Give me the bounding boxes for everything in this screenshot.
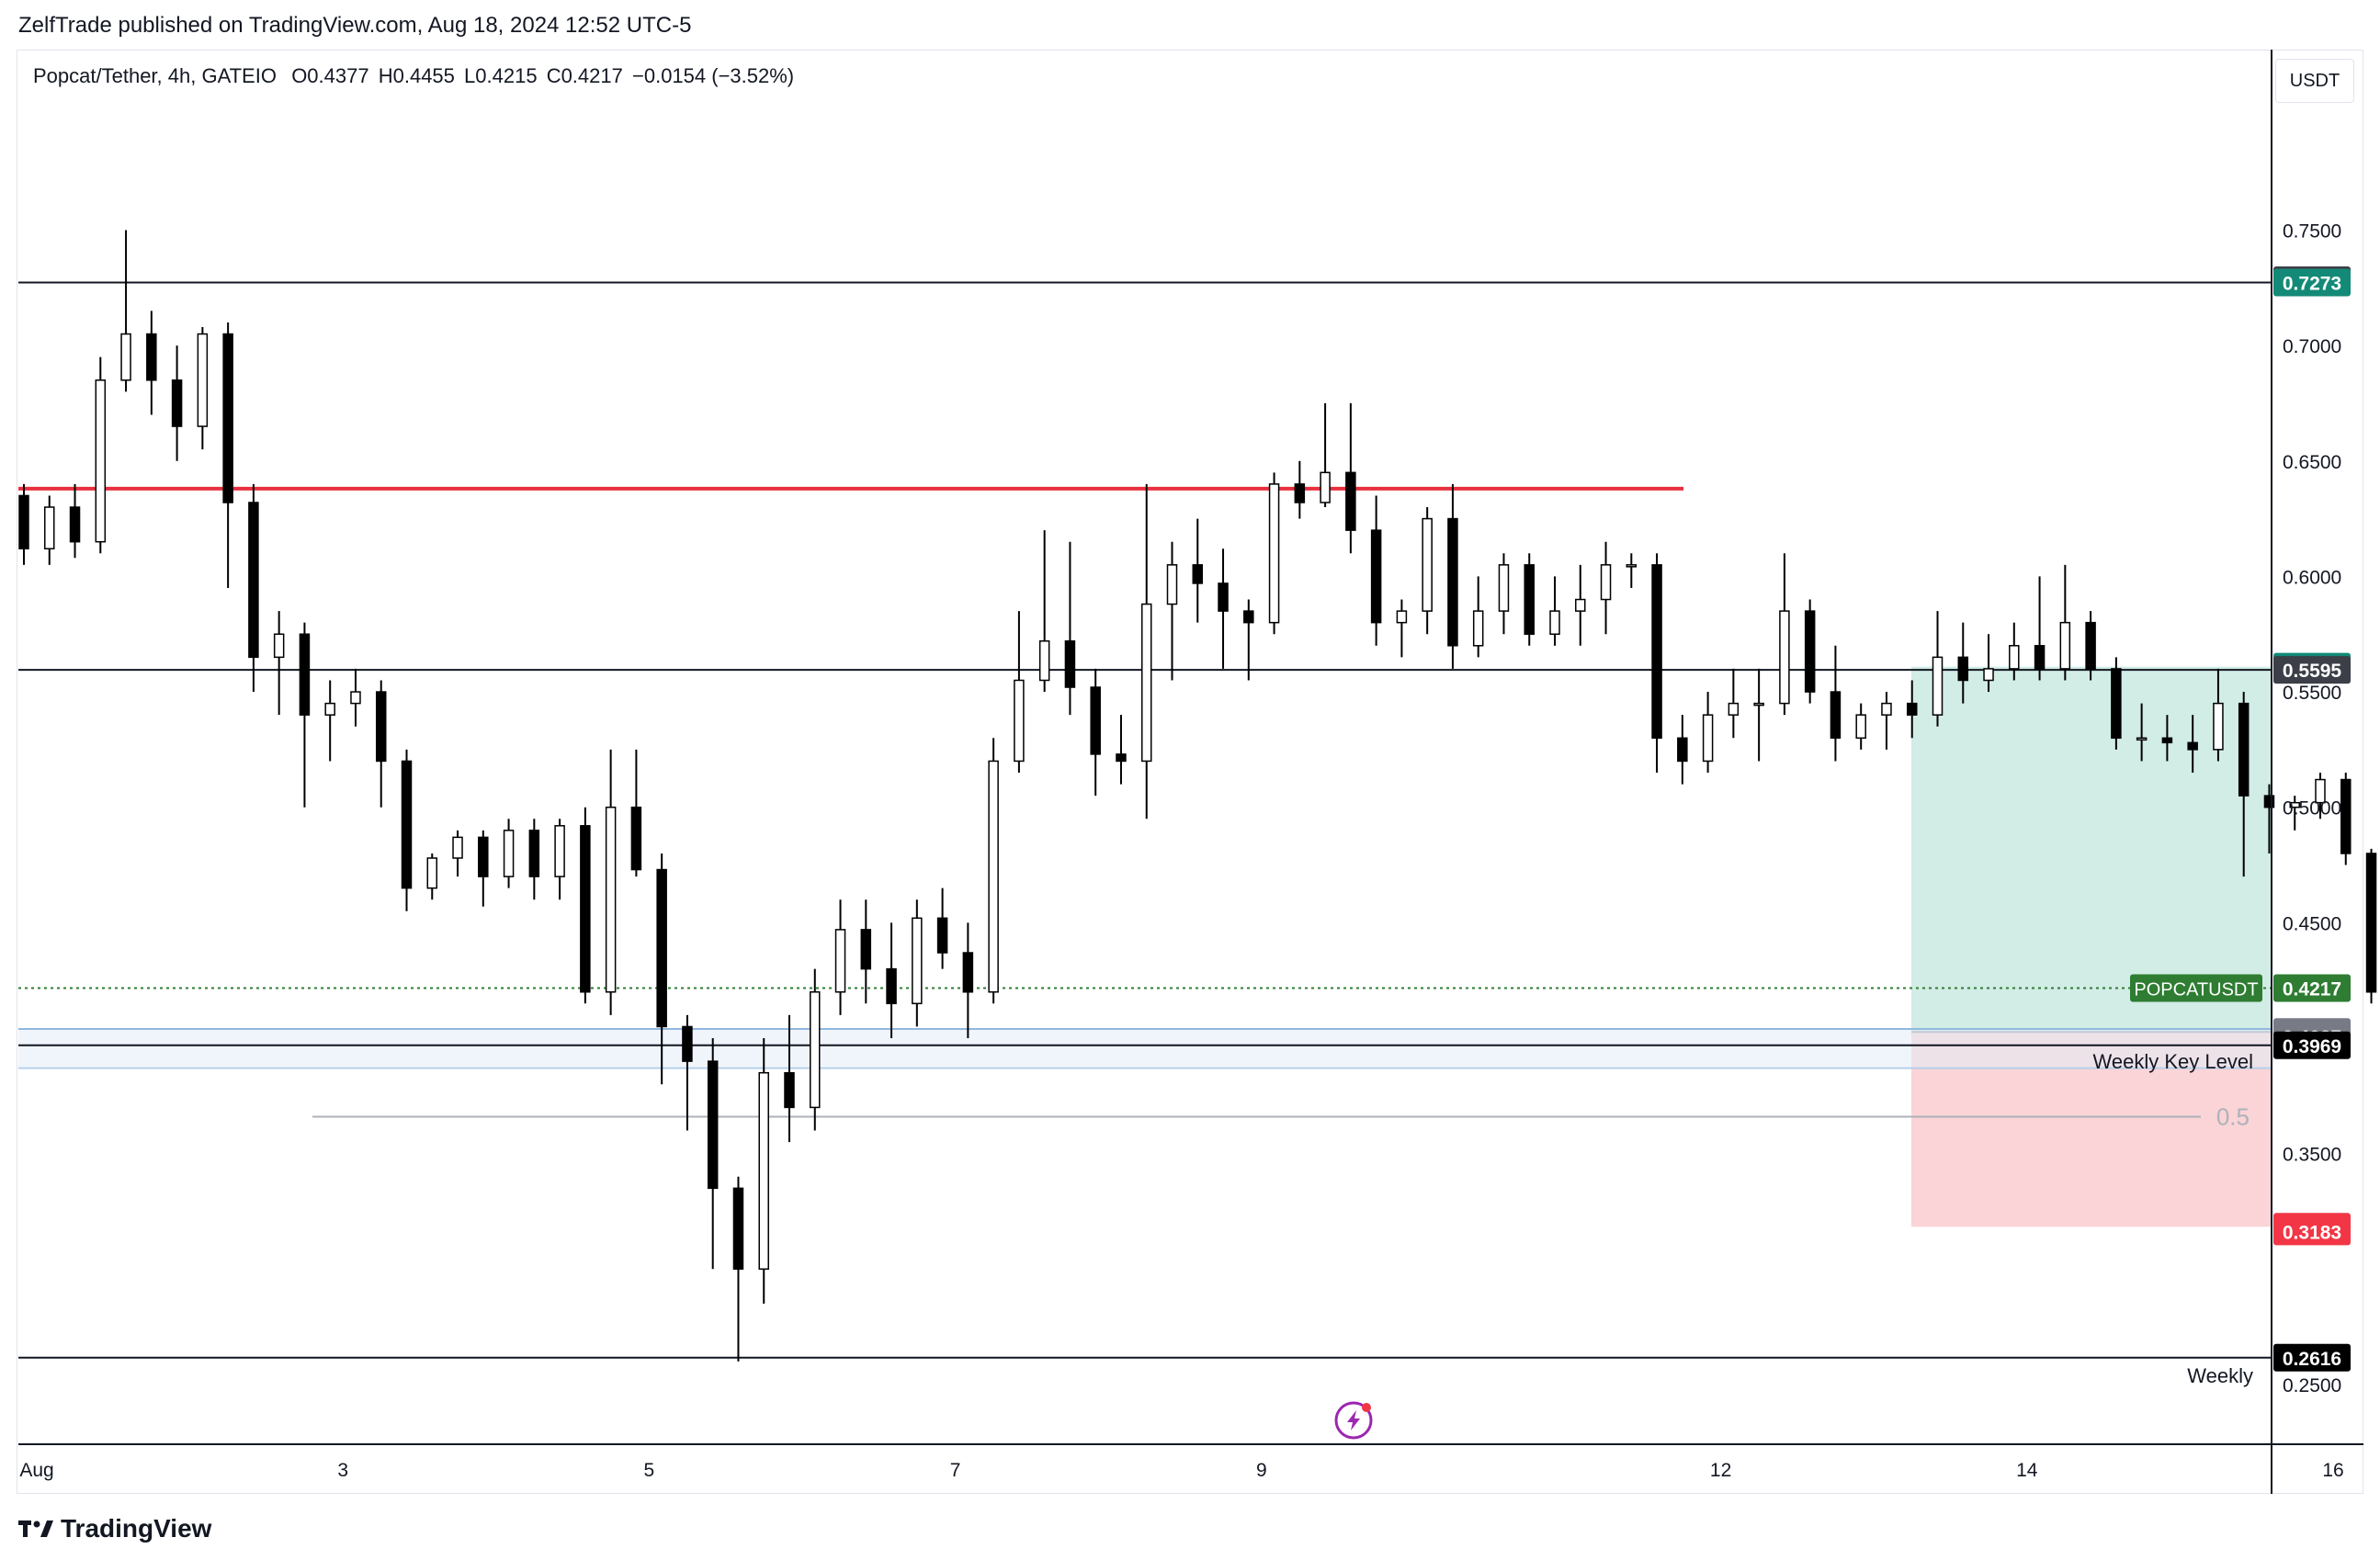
publisher-info: ZelfTrade published on TradingView.com, … (18, 13, 692, 38)
tradingview-logo[interactable]: TradingView (18, 1514, 211, 1543)
symbol-name: Popcat/Tether, 4h, GATEIO (33, 64, 277, 87)
ohlc-open: O0.4377 (291, 64, 369, 87)
ohlc-low: L0.4215 (464, 64, 538, 87)
candle-down (2365, 853, 2377, 993)
chart-frame[interactable] (17, 50, 2363, 1494)
ohlc-change: −0.0154 (−3.52%) (632, 64, 795, 87)
ohlc-high: H0.4455 (378, 64, 455, 87)
tv-logo-icon (18, 1520, 53, 1537)
candle (2365, 848, 2377, 1004)
footer-brand: TradingView (61, 1514, 212, 1543)
symbol-legend: Popcat/Tether, 4h, GATEIO O0.4377 H0.445… (33, 64, 798, 88)
currency-button[interactable]: USDT (2275, 59, 2354, 103)
ohlc-close: C0.4217 (546, 64, 623, 87)
